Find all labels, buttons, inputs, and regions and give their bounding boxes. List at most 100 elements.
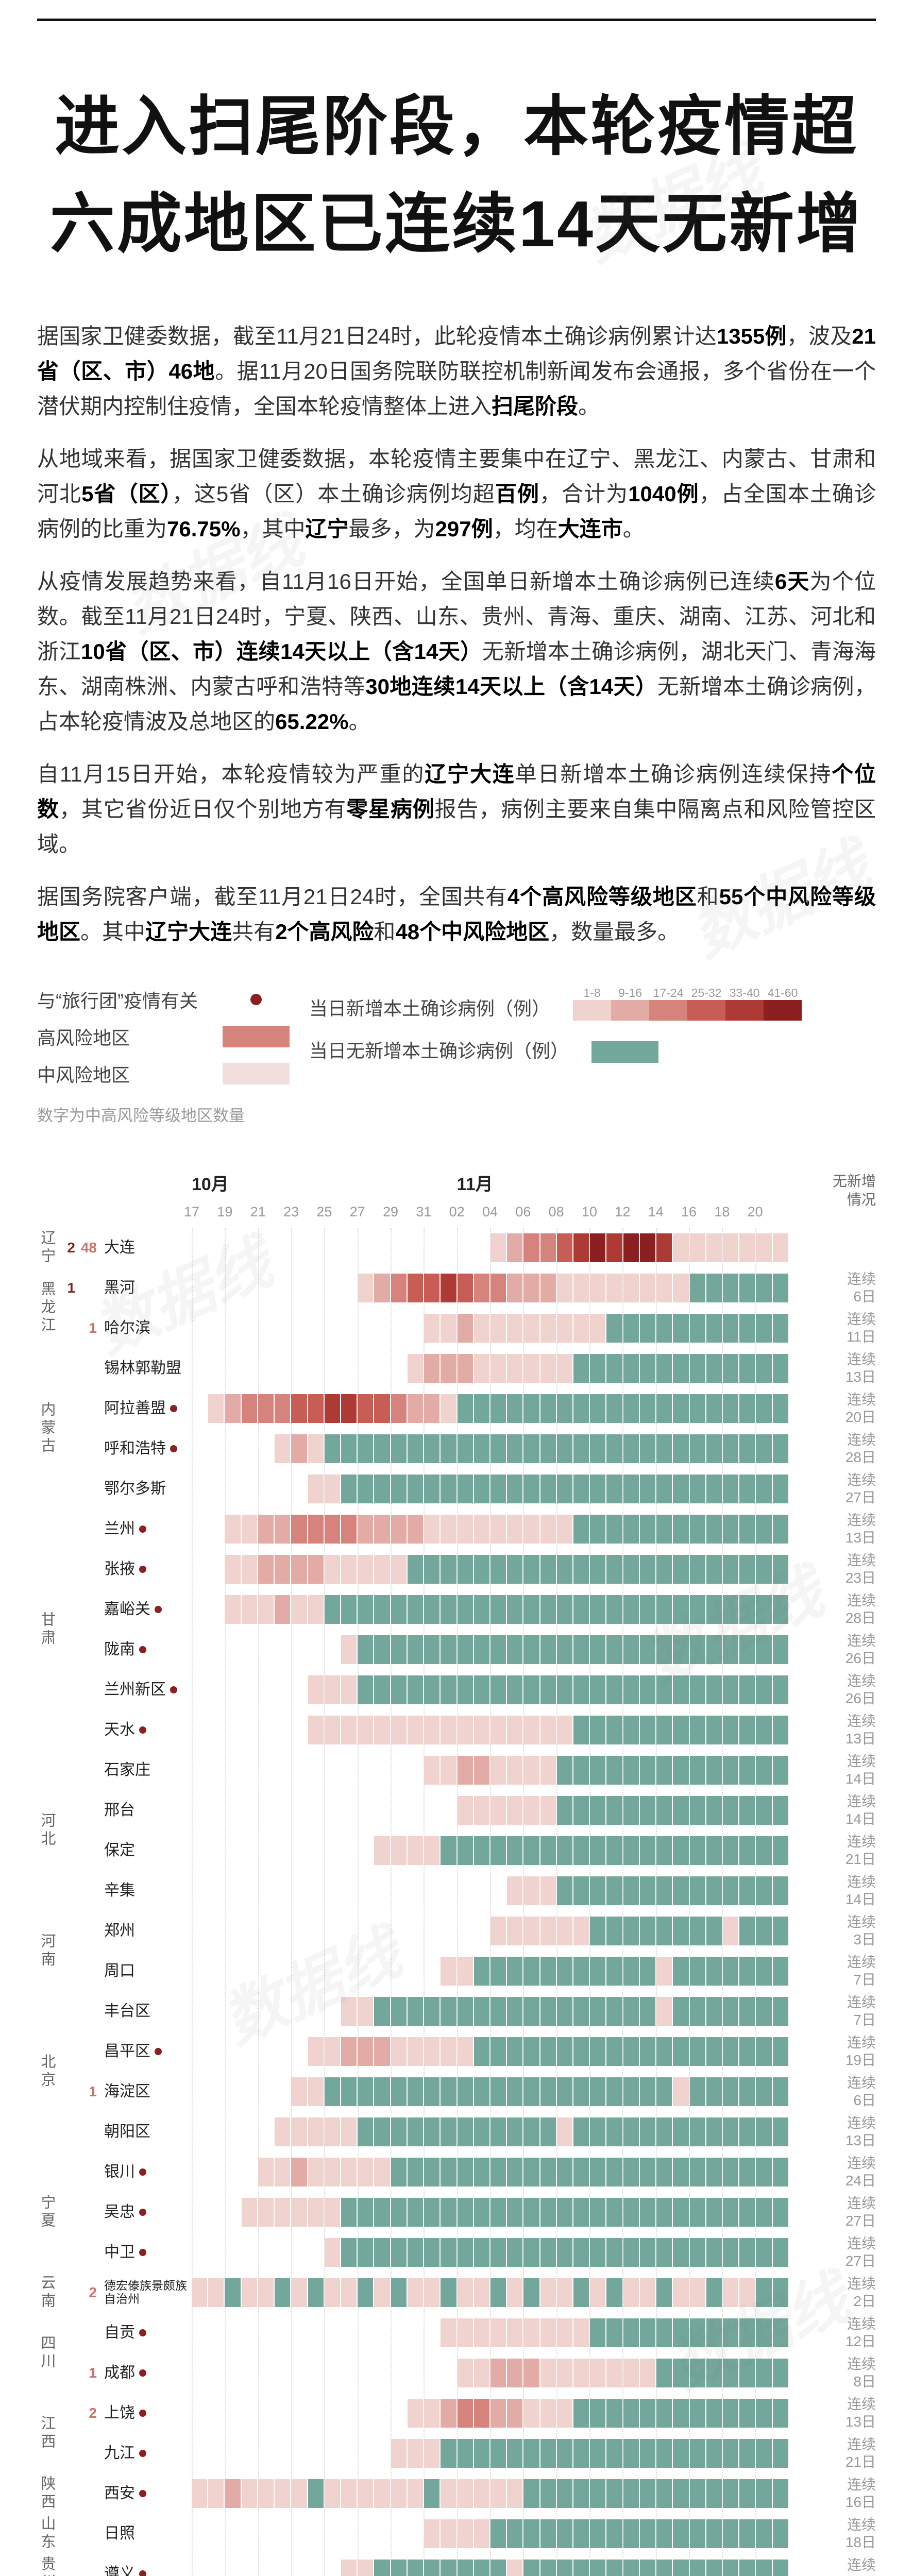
day-tick: 08 xyxy=(548,1204,564,1219)
day-cell xyxy=(689,1956,705,1986)
city-name: 周口 xyxy=(104,1962,135,1979)
day-cell xyxy=(391,1957,407,1986)
day-cell xyxy=(225,1475,240,1503)
day-cell xyxy=(507,1635,523,1664)
chart-row: 郑州 连续 3日 xyxy=(57,1911,876,1951)
day-cell xyxy=(258,1997,274,2026)
day-cell xyxy=(308,1394,324,1423)
day-cell xyxy=(623,2479,639,2508)
day-cell xyxy=(573,2278,589,2307)
day-cell xyxy=(457,2358,473,2387)
day-cell xyxy=(739,1595,755,1624)
day-cell xyxy=(490,1394,506,1423)
mid-risk-count: 2 xyxy=(89,2404,97,2421)
day-cell xyxy=(391,2197,407,2227)
day-cell xyxy=(756,2438,772,2468)
chart-row: 1 哈尔滨 连续 11日 xyxy=(57,1308,876,1348)
day-cell xyxy=(324,1394,340,1423)
no-new-status: 连续 20日 xyxy=(845,1391,876,1425)
travel-group-dot xyxy=(139,1525,146,1533)
epidemic-heatmap: 无新增 情况 10月 11月 17 19 21 23 25 27 29 31 02 04 06 08 10… xyxy=(37,1167,876,2576)
day-cell xyxy=(424,1996,440,2026)
day-cell xyxy=(408,1876,423,1905)
day-cell xyxy=(192,1434,207,1463)
day-tick: 27 xyxy=(349,1204,365,1219)
day-cell xyxy=(324,2278,340,2307)
province-group: 四川 自贡 连续 12日 1 成都 连续 8日 xyxy=(37,2313,876,2393)
day-cell xyxy=(523,1836,539,1865)
city-label: 吴忠 xyxy=(99,2204,192,2221)
day-cell xyxy=(623,1876,639,1905)
chart-row: 周口 连续 7日 xyxy=(57,1951,876,1991)
day-cell xyxy=(275,1716,290,1744)
city-name: 锡林郭勒盟 xyxy=(104,1359,181,1377)
day-cell xyxy=(291,1796,307,1825)
day-cell xyxy=(723,2197,739,2227)
day-cell xyxy=(723,1353,739,1383)
day-cell xyxy=(706,1715,722,1744)
day-cell xyxy=(739,1514,755,1544)
timeline-cells xyxy=(192,1876,788,1905)
day-cell xyxy=(689,1313,705,1343)
province-label: 四川 xyxy=(39,2334,55,2371)
text-run: ，波及 xyxy=(786,324,852,348)
day-cell xyxy=(507,2117,523,2146)
day-cell xyxy=(358,1675,374,1704)
day-cell xyxy=(523,1956,539,1986)
day-cell xyxy=(739,2037,755,2066)
province-rows: 1 黑河 连续 6日 1 哈尔滨 连续 11日 xyxy=(57,1268,876,1348)
day-cell xyxy=(623,2238,639,2267)
day-cell xyxy=(291,2560,307,2576)
city-label: 银川 xyxy=(99,2163,192,2181)
day-cell xyxy=(474,2238,489,2267)
timeline-cells xyxy=(192,2398,788,2428)
city-label: 朝阳区 xyxy=(99,2123,192,2141)
day-cell xyxy=(225,2158,240,2187)
day-cell xyxy=(341,2439,357,2468)
day-cell xyxy=(242,1314,257,1343)
day-cell xyxy=(706,1595,722,1624)
day-cell xyxy=(308,1796,324,1825)
day-cell xyxy=(341,1514,357,1544)
day-cell xyxy=(540,2077,556,2106)
day-cell xyxy=(772,1715,788,1744)
day-cell xyxy=(225,1514,241,1544)
day-cell xyxy=(623,2318,639,2347)
day-cell xyxy=(424,2398,440,2428)
day-cell xyxy=(208,1475,224,1503)
travel-group-dot xyxy=(155,1605,162,1613)
day-cell xyxy=(225,2077,240,2106)
day-cell xyxy=(756,1916,772,1945)
day-cell xyxy=(258,1957,274,1986)
day-cell xyxy=(556,2438,573,2468)
no-new-status: 连续 7日 xyxy=(847,1954,876,1988)
day-cell xyxy=(308,2519,324,2548)
day-cell xyxy=(723,2318,739,2347)
legend-travel-item: 与“旅行团”疫情有关 xyxy=(37,986,290,1013)
day-cell xyxy=(723,2398,739,2428)
timeline-cells xyxy=(192,1313,788,1343)
day-cell xyxy=(225,2439,240,2468)
day-cell xyxy=(291,1635,307,1664)
day-cell xyxy=(325,1957,340,1986)
day-cell xyxy=(540,1836,556,1865)
travel-group-dot xyxy=(139,1646,146,1653)
day-cell xyxy=(739,2278,755,2307)
day-tick: 25 xyxy=(316,1204,332,1219)
day-cell xyxy=(772,2117,788,2146)
day-cell xyxy=(458,1917,473,1945)
day-cell xyxy=(258,1354,274,1383)
day-cell xyxy=(291,1957,307,1986)
day-cell xyxy=(673,2519,689,2548)
day-cell xyxy=(242,2117,257,2146)
day-cell xyxy=(408,2318,423,2347)
day-cell xyxy=(673,2438,689,2468)
day-cell xyxy=(457,2157,473,2187)
day-cell xyxy=(275,2238,290,2267)
grid-overlay xyxy=(192,1227,788,2576)
province-rows: 自贡 连续 12日 1 成都 连续 8日 xyxy=(57,2313,876,2393)
day-cell xyxy=(606,1474,622,1503)
day-cell xyxy=(673,1554,689,1584)
day-cell xyxy=(706,2358,722,2387)
